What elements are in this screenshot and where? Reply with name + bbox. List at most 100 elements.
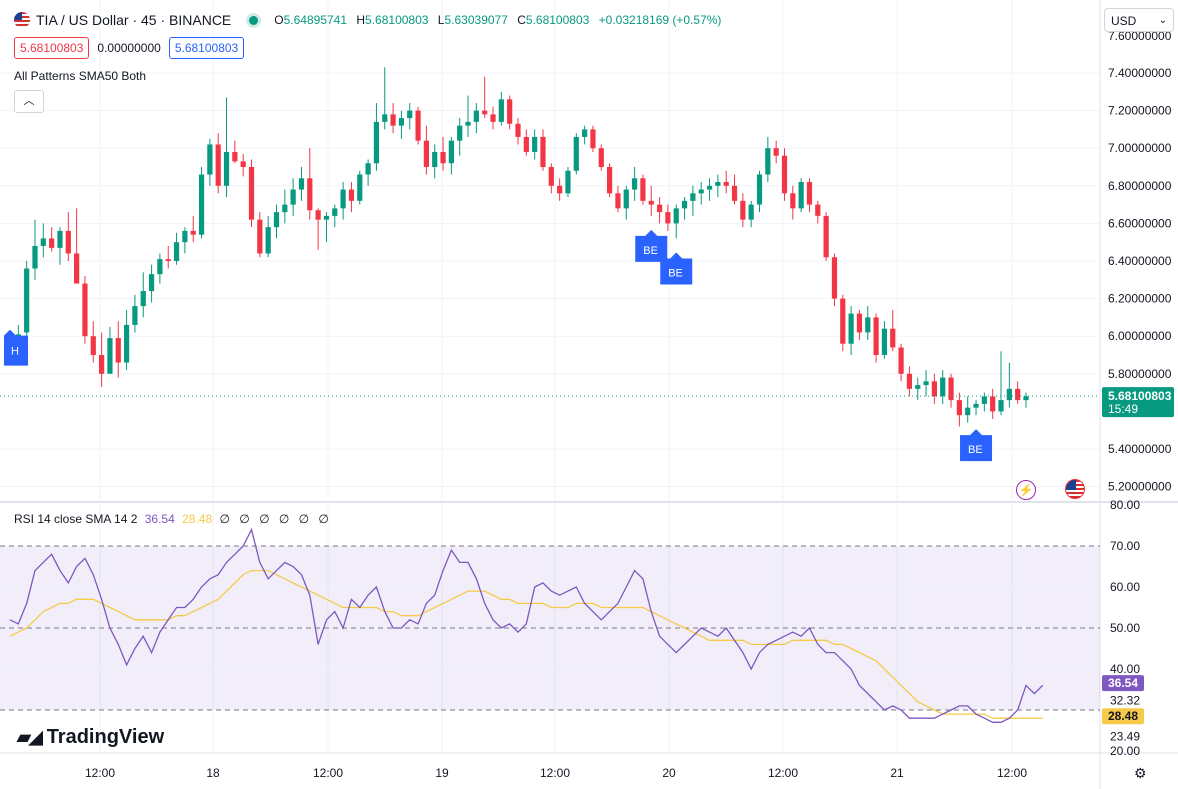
candle-body (715, 182, 721, 186)
pattern-marker-label: BE (968, 444, 983, 456)
market-status-icon (249, 15, 259, 25)
price-axis-label: 6.60000000 (1108, 216, 1172, 230)
candle-body (673, 208, 679, 224)
price-axis-label: 6.00000000 (1108, 329, 1172, 343)
time-axis-label: 12:00 (997, 766, 1027, 780)
candle-body (740, 200, 746, 220)
candle-body (115, 338, 121, 363)
candle-body (123, 324, 130, 363)
candle-body (1023, 396, 1029, 401)
candle-body (290, 189, 296, 205)
candle-body (681, 200, 688, 209)
candle-body (557, 185, 563, 194)
us-economic-event-icon[interactable] (1065, 479, 1085, 499)
candle-body (573, 136, 579, 171)
candle-body (607, 167, 613, 194)
candle-body (781, 155, 788, 194)
time-axis-label: 12:00 (768, 766, 798, 780)
candle-body (990, 396, 996, 412)
candle-body (565, 170, 571, 194)
candle-body (790, 193, 796, 209)
candle-body (840, 298, 846, 344)
candle-body (665, 212, 671, 224)
trade-prices: 5.68100803 0.00000000 5.68100803 (14, 37, 245, 59)
candle-body (382, 114, 388, 122)
rsi-extra-values: ∅ ∅ ∅ ∅ ∅ ∅ (219, 512, 332, 526)
candle-body (190, 230, 196, 235)
rsi-label: RSI 14 close SMA 14 2 (14, 512, 138, 526)
candle-body (140, 291, 146, 307)
candle-body (765, 148, 771, 175)
rsi-value-label: 36.54 (1108, 676, 1138, 690)
tradingview-logo[interactable]: ▰◢ TradingView (17, 726, 164, 749)
rsi-axis-label: 32.32 (1110, 693, 1140, 707)
last-price-label: 5.68100803 (1108, 389, 1172, 403)
rsi-axis-label: 23.49 (1110, 730, 1140, 744)
candle-body (298, 178, 305, 190)
rsi-legend[interactable]: RSI 14 close SMA 14 2 36.54 28.48 ∅ ∅ ∅ … (14, 512, 332, 526)
candle-body (198, 174, 205, 235)
candle-body (973, 403, 979, 408)
candle-body (856, 313, 863, 333)
candle-body (548, 167, 554, 186)
candle-body (49, 238, 55, 248)
rsi-sma-legend-value: 28.48 (182, 512, 213, 526)
pattern-marker-label: H (11, 346, 19, 358)
time-axis-label: 20 (662, 766, 676, 780)
change-value: +0.03218169 (+0.57%) (598, 13, 722, 27)
time-axis-label: 18 (206, 766, 220, 780)
indicator-label[interactable]: All Patterns SMA50 Both (14, 69, 147, 83)
rsi-axis-label: 20.00 (1110, 744, 1140, 758)
candle-body (898, 347, 904, 374)
candle-body (806, 182, 813, 205)
lightning-icon[interactable]: ⚡ (1016, 480, 1036, 500)
candle-body (357, 174, 363, 201)
candle-body (32, 245, 38, 269)
rsi-axis-label: 80.00 (1110, 498, 1140, 512)
us-flag-icon (14, 12, 30, 28)
price-axis-label: 5.20000000 (1108, 480, 1172, 494)
candle-body (448, 140, 454, 164)
close-value: 5.68100803 (525, 13, 590, 27)
candle-body (981, 396, 987, 404)
candle-body (965, 407, 971, 416)
gear-icon[interactable]: ⚙ (1134, 765, 1147, 781)
pattern-marker-label: BE (643, 245, 658, 257)
pattern-marker (660, 252, 693, 285)
candle-body (582, 129, 588, 137)
currency-select[interactable]: USD ⌄ (1104, 8, 1174, 32)
rsi-line (9, 527, 1044, 723)
candle-body (57, 230, 63, 248)
buy-button[interactable]: 5.68100803 (168, 37, 245, 59)
candle-body (440, 151, 446, 164)
tradingview-logo-icon: ▰◢ (17, 727, 43, 747)
time-axis-label: 12:00 (313, 766, 343, 780)
candle-body (648, 200, 654, 205)
candle-body (248, 167, 255, 220)
candle-body (182, 230, 188, 243)
candle-body (923, 381, 929, 386)
candle-body (240, 161, 246, 167)
sell-button[interactable]: 5.68100803 (14, 37, 90, 59)
symbol-title[interactable]: TIA / US Dollar · 45 · BINANCE (36, 12, 232, 28)
candle-body (540, 136, 546, 167)
tradingview-logo-text: TradingView (46, 726, 165, 748)
candle-body (940, 377, 946, 397)
candle-body (257, 219, 263, 254)
candle-body (623, 189, 629, 209)
candle-body (40, 238, 46, 246)
collapse-indicators-button[interactable]: ︿ (14, 90, 44, 113)
candle-body (598, 148, 604, 167)
candle-body (948, 377, 954, 401)
candle-body (223, 151, 230, 186)
candle-body (99, 355, 105, 374)
candle-body (873, 317, 879, 355)
countdown-label: 15:49 (1108, 402, 1138, 416)
candle-body (498, 99, 504, 122)
price-axis-label: 6.80000000 (1108, 179, 1172, 193)
candle-body (65, 230, 71, 254)
price-axis-label: 7.00000000 (1108, 141, 1172, 155)
candle-body (731, 185, 738, 201)
pattern-marker (4, 329, 28, 366)
